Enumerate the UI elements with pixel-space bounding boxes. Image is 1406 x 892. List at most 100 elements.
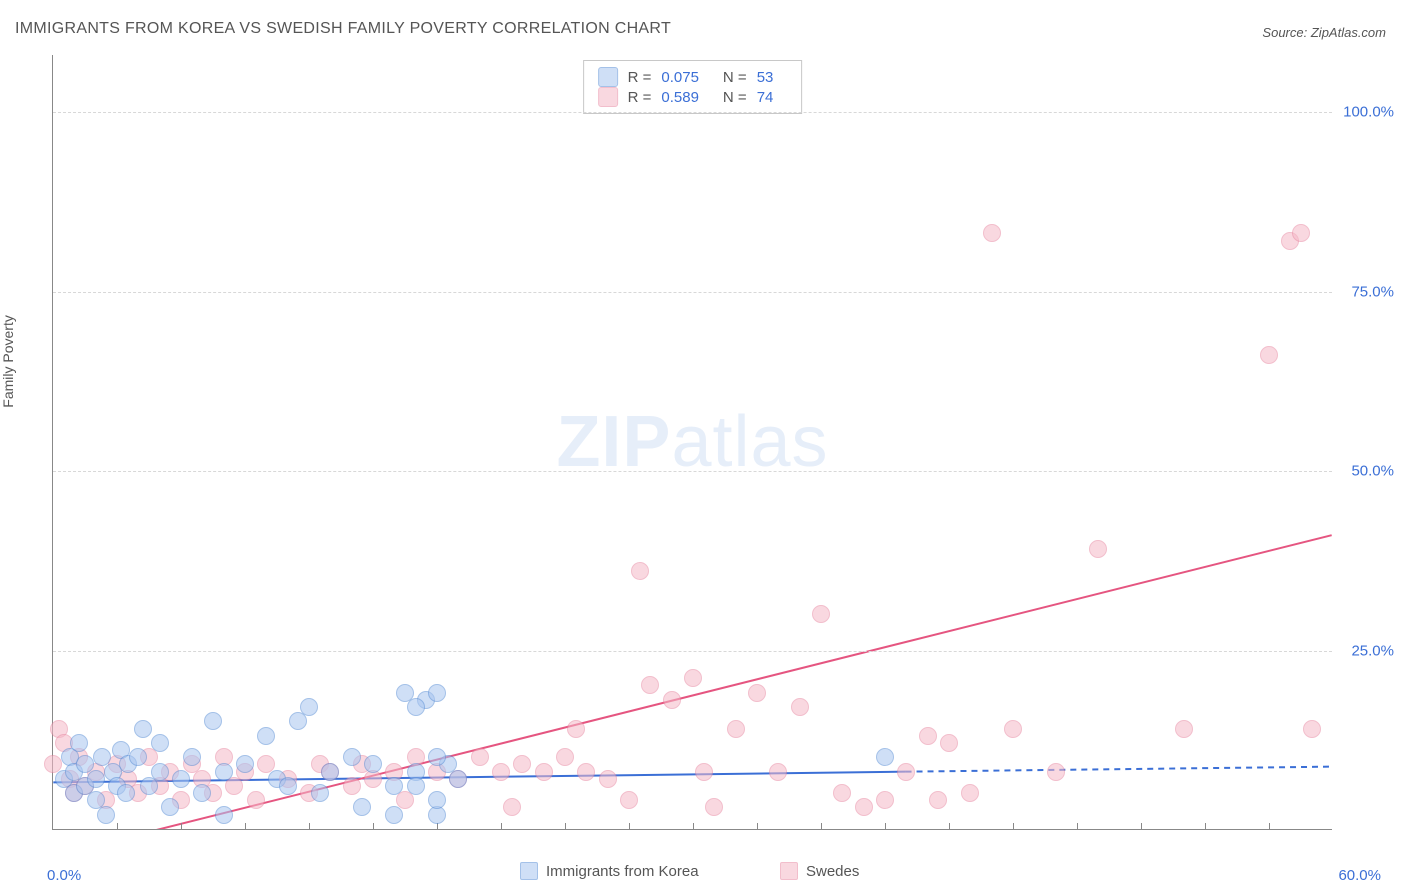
data-point bbox=[151, 734, 169, 752]
data-point bbox=[503, 798, 521, 816]
data-point bbox=[833, 784, 851, 802]
legend-row: R =0.589N =74 bbox=[598, 87, 788, 107]
data-point bbox=[321, 763, 339, 781]
legend-r-label: R = bbox=[628, 69, 652, 86]
data-point bbox=[215, 806, 233, 824]
trend-line-extension bbox=[906, 767, 1332, 772]
data-point bbox=[1303, 720, 1321, 738]
source-attribution: Source: ZipAtlas.com bbox=[1262, 25, 1386, 40]
trend-lines-layer bbox=[53, 55, 1332, 829]
data-point bbox=[663, 691, 681, 709]
watermark-bold: ZIP bbox=[556, 402, 671, 482]
legend-n-value: 53 bbox=[757, 69, 774, 86]
chart-title: IMMIGRANTS FROM KOREA VS SWEDISH FAMILY … bbox=[15, 20, 671, 38]
data-point bbox=[631, 562, 649, 580]
data-point bbox=[695, 763, 713, 781]
data-point bbox=[855, 798, 873, 816]
x-minor-tick bbox=[629, 823, 630, 829]
data-point bbox=[117, 784, 135, 802]
x-minor-tick bbox=[1269, 823, 1270, 829]
data-point bbox=[364, 755, 382, 773]
x-minor-tick bbox=[437, 823, 438, 829]
data-point bbox=[257, 727, 275, 745]
grid-line bbox=[53, 112, 1332, 113]
data-point bbox=[961, 784, 979, 802]
series-legend-1: Immigrants from Korea bbox=[520, 862, 699, 880]
data-point bbox=[599, 770, 617, 788]
x-minor-tick bbox=[693, 823, 694, 829]
data-point bbox=[300, 698, 318, 716]
x-minor-tick bbox=[117, 823, 118, 829]
correlation-legend: R = 0.075 N = 53R =0.589N =74 bbox=[583, 60, 803, 114]
y-axis-label: Family Poverty bbox=[0, 315, 16, 408]
data-point bbox=[897, 763, 915, 781]
data-point bbox=[748, 684, 766, 702]
data-point bbox=[791, 698, 809, 716]
data-point bbox=[449, 770, 467, 788]
source-link[interactable]: ZipAtlas.com bbox=[1311, 25, 1386, 40]
trend-line bbox=[75, 535, 1332, 829]
x-minor-tick bbox=[885, 823, 886, 829]
x-minor-tick bbox=[565, 823, 566, 829]
data-point bbox=[929, 791, 947, 809]
data-point bbox=[407, 777, 425, 795]
data-point bbox=[1175, 720, 1193, 738]
data-point bbox=[129, 748, 147, 766]
data-point bbox=[428, 748, 446, 766]
source-label: Source: bbox=[1262, 25, 1307, 40]
data-point bbox=[151, 763, 169, 781]
x-minor-tick bbox=[1013, 823, 1014, 829]
x-tick-max: 60.0% bbox=[1338, 867, 1381, 884]
series-legend-2: Swedes bbox=[780, 862, 859, 880]
data-point bbox=[87, 770, 105, 788]
grid-line bbox=[53, 471, 1332, 472]
x-minor-tick bbox=[1141, 823, 1142, 829]
data-point bbox=[70, 734, 88, 752]
data-point bbox=[236, 755, 254, 773]
data-point bbox=[919, 727, 937, 745]
x-minor-tick bbox=[1205, 823, 1206, 829]
data-point bbox=[876, 748, 894, 766]
y-tick-label: 75.0% bbox=[1351, 283, 1394, 300]
data-point bbox=[215, 763, 233, 781]
x-minor-tick bbox=[757, 823, 758, 829]
data-point bbox=[556, 748, 574, 766]
x-minor-tick bbox=[1077, 823, 1078, 829]
legend-swatch bbox=[520, 862, 538, 880]
data-point bbox=[471, 748, 489, 766]
legend-n-label: N = bbox=[723, 69, 747, 86]
y-tick-label: 25.0% bbox=[1351, 642, 1394, 659]
x-minor-tick bbox=[949, 823, 950, 829]
data-point bbox=[812, 605, 830, 623]
data-point bbox=[97, 806, 115, 824]
data-point bbox=[876, 791, 894, 809]
data-point bbox=[940, 734, 958, 752]
data-point bbox=[620, 791, 638, 809]
legend-swatch bbox=[598, 87, 618, 107]
x-minor-tick bbox=[373, 823, 374, 829]
data-point bbox=[311, 784, 329, 802]
x-minor-tick bbox=[181, 823, 182, 829]
data-point bbox=[705, 798, 723, 816]
data-point bbox=[172, 770, 190, 788]
data-point bbox=[567, 720, 585, 738]
legend-r-value: 0.075 bbox=[661, 69, 699, 86]
scatter-plot-area: ZIPatlas R =0.075N =53R =0.589N =74 bbox=[52, 55, 1332, 830]
series-name: Immigrants from Korea bbox=[546, 863, 699, 880]
legend-r-value: 0.589 bbox=[661, 89, 699, 106]
x-minor-tick bbox=[821, 823, 822, 829]
data-point bbox=[183, 748, 201, 766]
data-point bbox=[1292, 224, 1310, 242]
data-point bbox=[684, 669, 702, 687]
data-point bbox=[247, 791, 265, 809]
x-minor-tick bbox=[309, 823, 310, 829]
data-point bbox=[577, 763, 595, 781]
x-minor-tick bbox=[501, 823, 502, 829]
data-point bbox=[343, 777, 361, 795]
y-tick-label: 50.0% bbox=[1351, 463, 1394, 480]
data-point bbox=[535, 763, 553, 781]
data-point bbox=[343, 748, 361, 766]
data-point bbox=[385, 806, 403, 824]
legend-swatch bbox=[780, 862, 798, 880]
data-point bbox=[407, 698, 425, 716]
